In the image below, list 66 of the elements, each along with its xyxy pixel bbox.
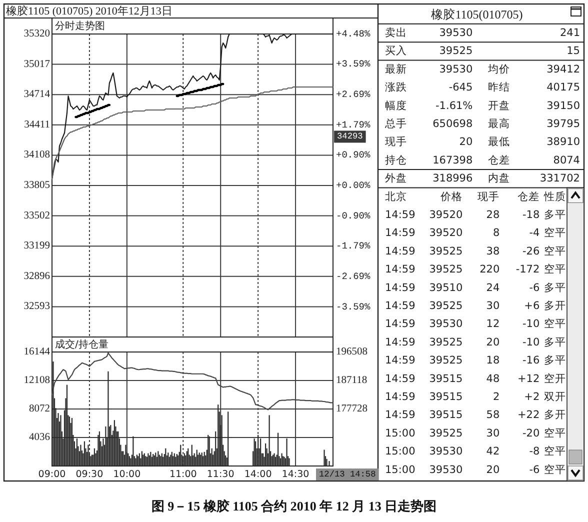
- y2-tick-label: -2.69%: [336, 270, 371, 282]
- text: 15:00 39530 20 -6 空平: [385, 464, 566, 476]
- text: 涨跌 -645 昨结 40175: [385, 82, 580, 94]
- text: 卖出 39530 241: [385, 27, 580, 39]
- x-tick-label: 10:00: [113, 469, 141, 480]
- y-tick-label: 35017: [24, 58, 50, 70]
- y-tick-label: 35320: [24, 28, 50, 40]
- y2-tick-label: -3.59%: [336, 301, 371, 312]
- chart-title: 橡胶1105 (010705) 2010年12月13日: [6, 4, 172, 18]
- y2-tick-label: +0.00%: [336, 180, 371, 191]
- text: 14:59 39510 24 -6 多平: [385, 282, 566, 294]
- y2-tick-label: +1.79%: [336, 119, 371, 130]
- text: 外盘 318996 内盘 331702: [385, 172, 580, 185]
- y-tick-label: 33199: [24, 240, 50, 252]
- y-tick-label: 34411: [24, 119, 50, 130]
- text: 14:59 39525 30 +6 多开: [385, 300, 566, 312]
- text: 14:59 39525 18 -16 多平: [385, 354, 566, 367]
- text: 北京 价格 现手 仓差 性质: [385, 190, 566, 203]
- text: 最新 39530 均价 39412: [385, 63, 580, 76]
- y2-tick-label: +4.48%: [336, 28, 371, 40]
- y-tick-label: 33805: [24, 180, 50, 191]
- y-tick-label: 16144: [24, 346, 51, 358]
- text: 14:59 39515 2 +2 双开: [385, 391, 566, 403]
- y-tick-label: 34714: [24, 89, 51, 100]
- x-tick-label: 09:30: [76, 469, 104, 480]
- y-tick-label: 33502: [24, 210, 50, 222]
- text: 橡胶1105(010705): [431, 7, 523, 22]
- text: 14:59 39520 28 -18 多平: [385, 209, 566, 221]
- text: 14:59 39525 38 -26 空平: [385, 245, 566, 258]
- x-tick-label: 11:30: [206, 469, 234, 480]
- x-tick-label: 14:00: [244, 469, 272, 480]
- annotation: 34293: [337, 132, 363, 142]
- y-tick-label: 32896: [24, 270, 50, 282]
- y-tick-label: 4036: [29, 432, 50, 443]
- text: 12/13 14:58: [319, 470, 376, 480]
- text: 14:59 39515 58 +22 多开: [385, 409, 566, 422]
- y-tick-label: 34108: [24, 150, 50, 161]
- caption: 图 9－15 橡胶 1105 合约 2010 年 12 月 13 日走势图: [151, 498, 437, 514]
- text: 幅度 -1.61% 开盘 39150: [385, 100, 580, 112]
- text: 14:59 39525 220 -172 空平: [385, 264, 566, 276]
- y2-tick-label: +2.69%: [336, 89, 371, 100]
- y-tick-label: 12108: [24, 375, 50, 386]
- text: 买入 39525 15: [385, 45, 580, 58]
- y2-tick-label: -1.79%: [336, 240, 371, 252]
- y2-tick-label: +3.59%: [336, 58, 371, 70]
- x-tick-label: 11:00: [169, 469, 197, 480]
- chart-subtitle: 成交/持仓量: [55, 338, 108, 350]
- text: 14:59 39530 12 -10 空平: [385, 318, 566, 330]
- x-tick-label: 14:30: [282, 469, 310, 480]
- y2-tick-label: 187118: [336, 375, 368, 386]
- y-tick-label: 8072: [29, 404, 50, 414]
- y2-tick-label: +0.90%: [336, 150, 371, 161]
- y-tick-label: 32593: [24, 301, 50, 312]
- y2-tick-label: 196508: [336, 346, 368, 358]
- x-tick-label: 09:00: [38, 469, 66, 480]
- text: 持仓 167398 仓差 8074: [385, 154, 580, 166]
- text: 总手 650698 最高 39795: [385, 118, 580, 130]
- text: 15:00 39525 30 -20 空平: [385, 427, 566, 440]
- text: 现手 20 最低 38910: [385, 136, 580, 148]
- text: 14:59 39520 8 -4 空平: [385, 227, 566, 240]
- y2-tick-label: 177728: [336, 404, 368, 414]
- chart-subtitle: 分时走势图: [55, 20, 105, 32]
- text: 14:59 39525 20 -10 多平: [385, 336, 566, 348]
- y2-tick-label: -0.90%: [336, 210, 371, 222]
- text: 14:59 39515 48 +12 空开: [385, 372, 566, 385]
- text: 15:00 39530 42 -8 空平: [385, 446, 566, 458]
